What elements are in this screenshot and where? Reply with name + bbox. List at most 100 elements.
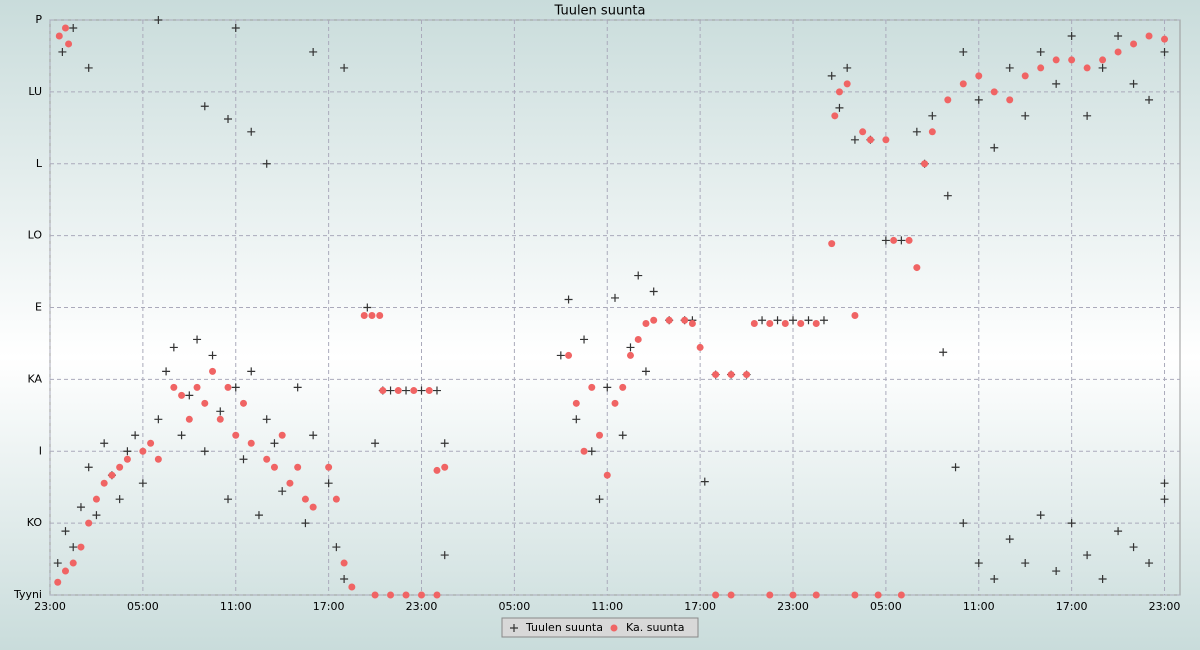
circle-marker — [859, 128, 867, 136]
x-tick-label: 23:00 — [777, 600, 809, 613]
plus-marker — [1114, 527, 1123, 536]
plus-marker — [1021, 111, 1030, 120]
plus-marker — [154, 16, 163, 24]
plus-marker — [556, 351, 565, 360]
circle-marker — [193, 383, 201, 391]
circle-marker — [239, 399, 247, 407]
legend-box — [501, 617, 699, 638]
circle-marker — [1083, 64, 1091, 72]
plus-marker — [641, 367, 650, 376]
plus-marker — [154, 415, 163, 424]
circle-marker — [232, 431, 240, 439]
circle-marker — [368, 311, 376, 319]
plus-marker — [959, 47, 968, 56]
plus-marker — [224, 495, 233, 504]
plus-marker — [843, 63, 852, 72]
plus-marker — [262, 159, 271, 168]
y-tick-label: P — [35, 13, 42, 26]
circle-marker — [270, 463, 278, 471]
plus-marker — [239, 455, 248, 464]
x-tick-label: 11:00 — [220, 600, 252, 613]
y-tick-label: LU — [28, 85, 42, 98]
plus-marker — [1083, 551, 1092, 560]
plus-marker — [943, 191, 952, 200]
circle-marker — [975, 72, 983, 80]
plus-marker — [371, 439, 380, 448]
circle-marker — [619, 383, 627, 391]
circle-marker — [1006, 96, 1014, 104]
circle-marker — [642, 319, 650, 327]
circle-marker — [154, 455, 162, 463]
plus-marker — [131, 431, 140, 440]
plus-marker — [804, 316, 813, 325]
circle-marker — [100, 479, 108, 487]
plus-marker — [939, 348, 948, 357]
plus-marker — [1021, 559, 1030, 568]
plus-marker — [789, 316, 798, 325]
circle-marker — [727, 591, 735, 599]
circle-marker — [797, 319, 805, 327]
circle-marker — [178, 391, 186, 399]
plus-marker — [386, 386, 395, 395]
circle-marker — [588, 383, 596, 391]
circle-marker — [727, 371, 735, 379]
circle-marker — [565, 351, 573, 359]
circle-marker — [376, 311, 384, 319]
circle-marker — [433, 466, 441, 474]
plus-marker — [626, 343, 635, 352]
circle-marker — [61, 24, 69, 32]
plus-marker — [928, 111, 937, 120]
plus-marker — [1160, 495, 1169, 504]
plus-marker — [138, 479, 147, 488]
circle-marker — [866, 136, 874, 144]
circle-marker — [1052, 56, 1060, 64]
circle-marker — [224, 383, 232, 391]
circle-marker — [626, 351, 634, 359]
plus-marker — [912, 127, 921, 136]
circle-marker — [580, 447, 588, 455]
y-tick-label: KA — [27, 372, 42, 385]
plus-marker — [1005, 535, 1014, 544]
plus-marker — [363, 303, 372, 312]
circle-marker — [108, 471, 116, 479]
x-tick-label: 05:00 — [499, 600, 531, 613]
plus-marker — [1067, 519, 1076, 528]
plus-marker — [1145, 559, 1154, 568]
plus-marker — [611, 293, 619, 302]
legend: Tuulen suunta Ka. suunta — [501, 617, 699, 638]
circle-marker — [55, 32, 63, 40]
circle-marker — [851, 591, 859, 599]
legend-label: Ka. suunta — [626, 621, 684, 634]
plus-marker — [835, 103, 844, 112]
circle-marker — [712, 371, 720, 379]
plus-marker — [340, 63, 349, 72]
y-tick-label: L — [36, 157, 43, 170]
plus-marker — [618, 431, 627, 440]
x-tick-label: 17:00 — [1056, 600, 1088, 613]
plus-marker — [580, 335, 589, 344]
circle-marker — [65, 40, 73, 48]
circle-marker — [828, 240, 836, 248]
circle-marker — [85, 519, 93, 527]
plus-marker — [247, 127, 256, 136]
circle-marker — [882, 136, 890, 144]
circle-marker — [905, 236, 913, 244]
plus-marker — [819, 316, 828, 325]
plus-marker — [309, 431, 318, 440]
circle-marker — [851, 311, 859, 319]
y-tick-label: Tyyni — [13, 588, 42, 601]
circle-marker — [688, 319, 696, 327]
plus-marker — [58, 47, 67, 56]
circle-marker — [610, 624, 618, 632]
plus-marker — [700, 477, 709, 486]
plus-marker — [850, 135, 859, 144]
plus-marker — [990, 575, 999, 584]
plus-marker — [634, 271, 643, 280]
circle-marker — [294, 463, 302, 471]
x-tick-label: 23:00 — [406, 600, 438, 613]
circle-marker — [209, 367, 217, 375]
y-tick-label: I — [39, 444, 42, 457]
plus-marker — [162, 367, 171, 376]
plus-marker — [440, 439, 449, 448]
circle-marker — [913, 264, 921, 272]
